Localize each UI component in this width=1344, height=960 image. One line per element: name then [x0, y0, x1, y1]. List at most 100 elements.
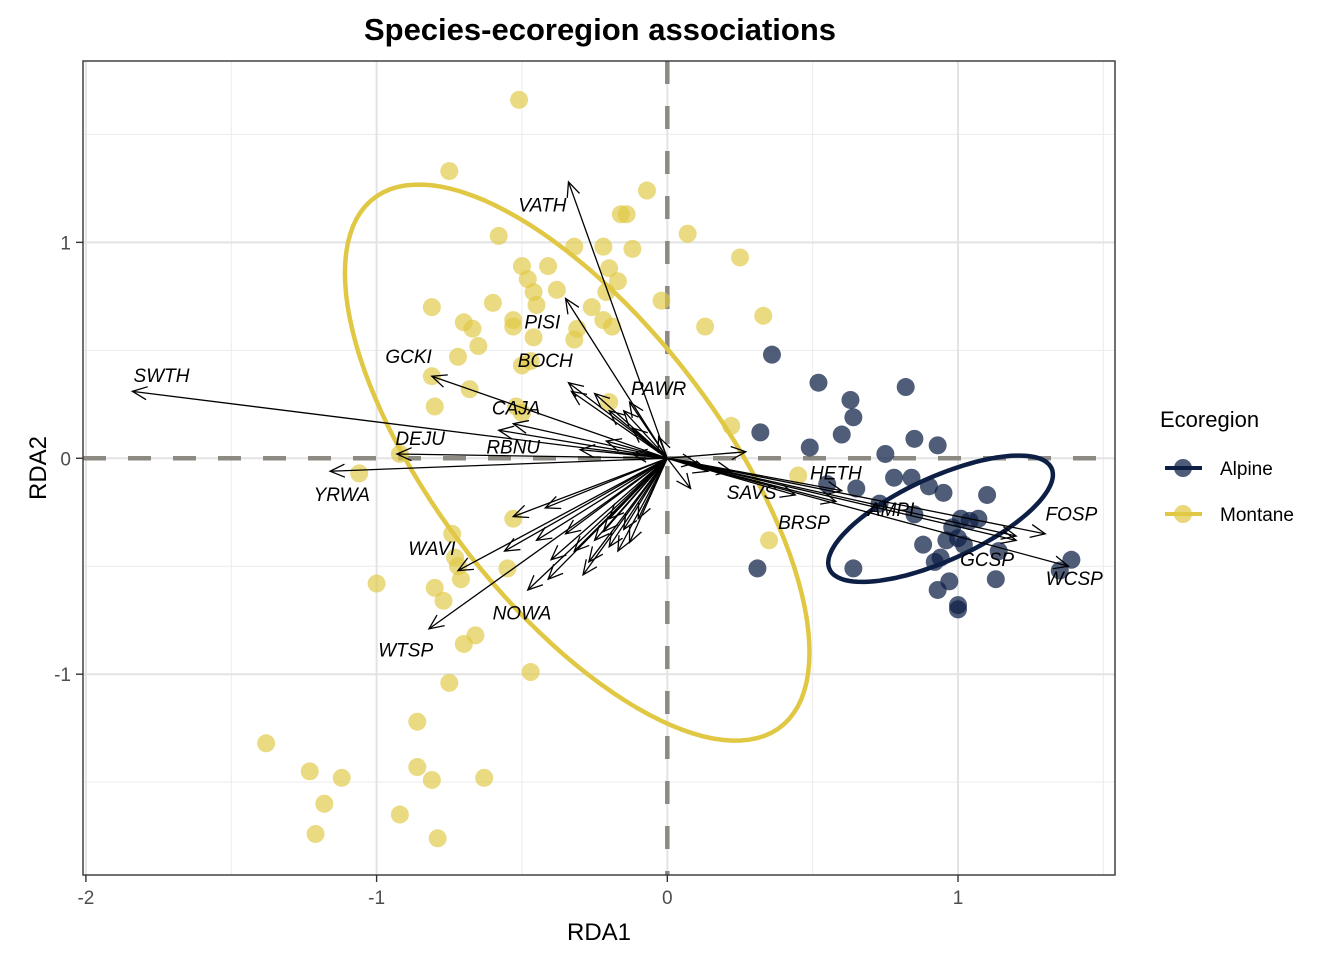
point-alpine [937, 531, 956, 550]
species-vector-wavi [456, 457, 668, 572]
point-montane [527, 295, 546, 314]
species-label-gcki: GCKI [385, 347, 432, 368]
species-vector-deju [395, 447, 668, 462]
point-montane [547, 280, 566, 299]
point-montane [483, 293, 502, 312]
species-labels: VATH PISI BOCH GCKI SWTH CAJA RBNU PAWR DEJU YRWA… [134, 196, 1104, 662]
point-alpine [928, 580, 947, 599]
species-vector-wcsp-shaft [667, 457, 1069, 567]
point-montane [367, 574, 386, 593]
point-alpine [978, 485, 997, 504]
species-label-wtsp: WTSP [378, 640, 433, 661]
point-montane [422, 298, 441, 317]
species-vector-shaft [637, 458, 668, 520]
y-tick-label: 0 [60, 449, 71, 470]
point-montane [617, 205, 636, 224]
point-montane [434, 591, 453, 610]
point-montane [451, 570, 470, 589]
species-vector-wtsp [427, 457, 668, 630]
species-label-brsp: BRSP [778, 513, 830, 534]
legend-key-dot-montane [1174, 505, 1192, 523]
species-label-gcsp: GCSP [960, 550, 1014, 571]
species-vector [549, 457, 668, 561]
species-label-swth: SWTH [134, 366, 190, 387]
y-axis-title: RDA2 [25, 436, 52, 500]
species-vector-vath-shaft [567, 181, 668, 459]
species-vector-head [578, 443, 596, 459]
species-vector-gcki-head [430, 374, 448, 388]
point-montane [565, 330, 584, 349]
species-vector-caja-shaft [513, 423, 668, 459]
point-montane [463, 319, 482, 338]
point-alpine [954, 535, 973, 554]
axes: -2 -1 0 1 -1 0 1 [54, 233, 963, 909]
species-vector-fosp-head [1029, 524, 1047, 539]
point-alpine [1050, 561, 1069, 580]
point-alpine [809, 373, 828, 392]
species-vector-shaft [667, 451, 746, 459]
point-alpine [905, 505, 924, 524]
species-vector-savs-head [779, 484, 797, 498]
legend: Ecoregion Alpine Montane [1160, 407, 1294, 526]
species-label-deju: DEJU [395, 429, 445, 450]
species-label-rbnu: RBNU [486, 437, 540, 458]
species-vector-pawr-head [628, 400, 644, 419]
point-alpine [748, 559, 767, 578]
point-montane [425, 397, 444, 416]
species-vector-head [543, 495, 562, 510]
point-montane [510, 90, 529, 109]
species-vector-shaft [513, 457, 668, 518]
point-montane [789, 466, 808, 485]
point-montane [408, 712, 427, 731]
species-vector-rbnu [497, 425, 668, 459]
species-label-vath: VATH [518, 196, 566, 217]
point-alpine [914, 535, 933, 554]
species-vector-wcsp [667, 457, 1071, 570]
species-label-ampi: AMPI [867, 500, 915, 521]
point-montane [608, 272, 627, 291]
point-montane [582, 298, 601, 317]
species-vector-head [730, 445, 748, 461]
point-montane [754, 306, 773, 325]
species-vector-head [608, 503, 625, 520]
species-label-heth: HETH [810, 463, 862, 484]
species-vector-head [535, 526, 553, 542]
species-vector-shaft [550, 457, 668, 561]
x-tick-label: -2 [77, 888, 94, 909]
point-montane [350, 464, 369, 483]
point-montane [332, 768, 351, 787]
legend-key-dot-alpine [1174, 459, 1192, 477]
species-vector-yrwa-shaft [330, 457, 668, 472]
point-alpine [986, 570, 1005, 589]
point-alpine [847, 479, 866, 498]
species-vector-head [607, 409, 625, 426]
point-montane [300, 762, 319, 781]
species-vector [666, 457, 692, 490]
x-tick-label: 1 [953, 888, 964, 909]
species-vector-head [622, 513, 638, 531]
point-montane [652, 291, 671, 310]
point-montane [521, 663, 540, 682]
species-vector-gcsp-head [1000, 530, 1018, 544]
ellipse-alpine [825, 453, 1056, 585]
species-vector-head [622, 409, 639, 427]
point-montane [408, 758, 427, 777]
point-montane [428, 829, 447, 848]
point-alpine [969, 509, 988, 528]
point-alpine [896, 378, 915, 397]
species-vector [617, 457, 668, 553]
legend-item-montane: Montane [1165, 505, 1294, 526]
point-alpine [928, 436, 947, 455]
point-montane [730, 248, 749, 267]
species-vector-head [547, 563, 564, 581]
species-vector [637, 458, 668, 521]
point-montane [637, 181, 656, 200]
point-montane [257, 734, 276, 753]
species-vector-boch-shaft [568, 382, 668, 459]
species-vector-head [549, 544, 567, 561]
species-vector-shaft [666, 457, 692, 489]
species-vector-deju-shaft [396, 453, 668, 459]
point-montane [603, 317, 622, 336]
point-montane [512, 403, 531, 422]
